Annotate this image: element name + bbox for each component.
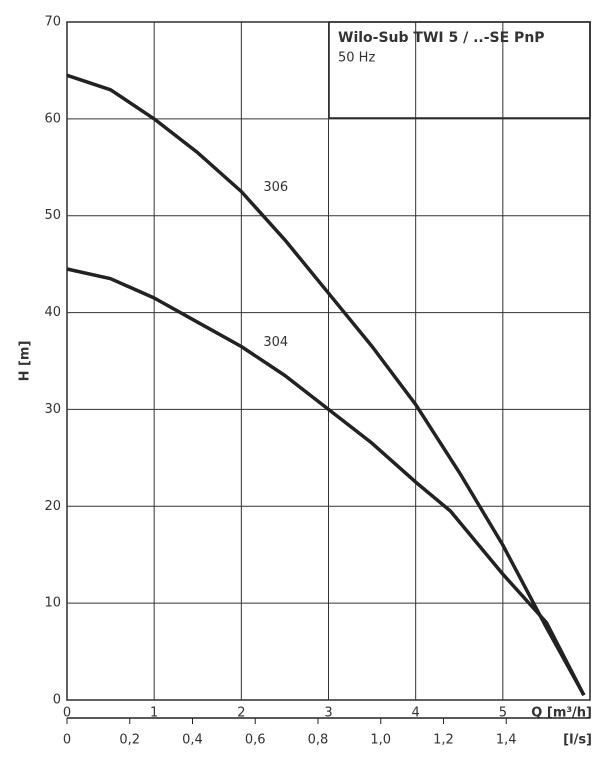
x-tick-label: 5 xyxy=(499,706,507,721)
x2-tick-label: 1,4 xyxy=(496,733,517,748)
y-tick-label: 0 xyxy=(53,693,61,708)
x2-tick-label: 1,0 xyxy=(370,733,391,748)
y-axis-label: H [m] xyxy=(18,341,33,382)
curve xyxy=(66,267,586,697)
chart-subtitle: 50 Hz xyxy=(338,51,375,66)
x2-tick-label: 1,2 xyxy=(433,733,454,748)
y-tick-label: 40 xyxy=(44,305,61,320)
curve xyxy=(66,73,586,697)
y-tick-label: 30 xyxy=(44,402,61,417)
x-tick-label: 0 xyxy=(63,706,71,721)
y-tick-label: 20 xyxy=(44,499,61,514)
curve-label: 306 xyxy=(263,180,288,195)
x2-axis-label: [l/s] xyxy=(563,733,592,748)
x-tick-label: 4 xyxy=(412,706,420,721)
x2-tick-label: 0,4 xyxy=(182,733,203,748)
x-tick-label: 3 xyxy=(324,706,332,721)
x2-tick-label: 0,6 xyxy=(245,733,266,748)
x-axis-label: Q [m³/h] xyxy=(531,706,592,721)
y-tick-label: 60 xyxy=(44,111,61,126)
curve-label: 304 xyxy=(263,335,288,350)
x2-tick-label: 0 xyxy=(63,733,71,748)
x-tick-label: 2 xyxy=(237,706,245,721)
x2-tick-label: 0,2 xyxy=(119,733,140,748)
y-tick-label: 70 xyxy=(44,15,61,30)
x2-tick-label: 0,8 xyxy=(308,733,329,748)
x-tick-label: 1 xyxy=(150,706,158,721)
y-tick-label: 50 xyxy=(44,208,61,223)
chart-title: Wilo-Sub TWI 5 / ..-SE PnP xyxy=(338,30,545,46)
y-tick-label: 10 xyxy=(44,596,61,611)
